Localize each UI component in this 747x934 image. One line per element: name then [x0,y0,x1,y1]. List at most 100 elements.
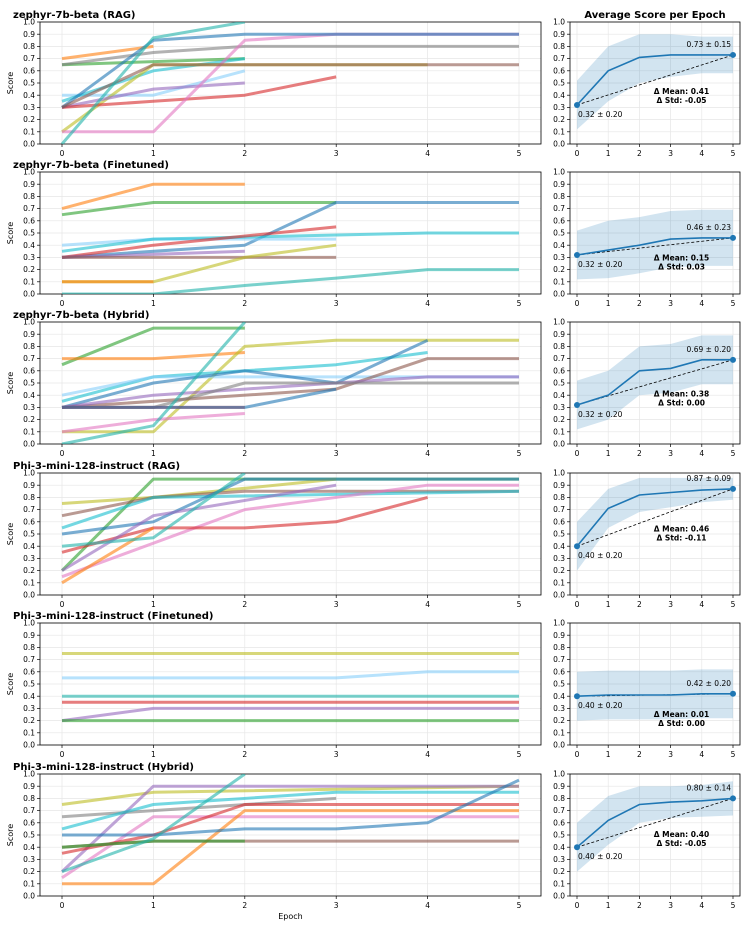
right-xtick-label: 0 [575,750,580,759]
end-value-label: 0.69 ± 0.20 [687,345,732,354]
left-xtick-label: 0 [60,901,65,910]
right-ytick-label: 0.2 [553,265,565,274]
left-xtick-label: 5 [517,449,522,458]
left-ytick-label: 0.0 [23,741,35,750]
right-ytick-label: 0.3 [553,103,565,112]
mean-line [576,237,733,256]
left-ytick-label: 0.8 [23,342,35,351]
right-xtick-label: 4 [699,149,704,158]
trend-line [576,488,734,547]
end-point [730,356,736,363]
right-panel-title: Average Score per Epoch [584,10,725,21]
left-ytick-label: 0.5 [23,79,35,88]
delta-std-label: Δ Std: -0.05 [657,839,707,848]
left-ytick-label: 0.9 [23,631,35,640]
left-ytick-label: 1.0 [23,168,35,177]
left-ytick-label: 0.0 [23,892,35,901]
right-xtick-label: 2 [637,299,642,308]
right-ytick-label: 0.9 [553,782,565,791]
left-xtick-label: 1 [151,600,156,609]
left-xtick-label: 4 [425,299,430,308]
left-ytick-label: 0.3 [23,855,35,864]
end-value-label: 0.46 ± 0.23 [687,223,732,232]
right-ytick-label: 1.0 [553,168,565,177]
left-ytick-label: 0.7 [23,54,35,63]
right-xtick-label: 5 [731,600,736,609]
right-ytick-label: 0.2 [553,867,565,876]
left-ytick-label: 0.5 [23,379,35,388]
series-lines [60,22,519,144]
end-value-label: 0.80 ± 0.14 [687,783,732,792]
series-line [61,477,519,536]
left-ytick-label: 0.2 [23,867,35,876]
left-axes-3: 0.0 0.1 0.2 0.3 0.4 0.5 0.6 0.7 0.8 0.9 1.0 0 1 2 3 4 5 P… [6,461,542,609]
series-line [61,201,519,259]
left-xtick-label: 5 [517,750,522,759]
right-xtick-label: 1 [606,449,611,458]
right-xtick-label: 2 [637,901,642,910]
right-xtick-label: 3 [668,299,673,308]
x-axis-label: Epoch [278,912,303,921]
left-ytick-label: 0.4 [23,391,35,400]
right-ytick-label: 1.0 [553,318,565,327]
series-line [61,375,519,409]
mean-line [576,359,733,406]
right-ytick-label: 0.8 [553,794,565,803]
right-xtick-label: 1 [606,750,611,759]
right-ytick-label: 0.3 [553,855,565,864]
trend-line [576,798,734,848]
right-ytick-label: 0.1 [553,578,565,587]
series-line [62,387,337,409]
right-ytick-label: 0.1 [553,728,565,737]
series-line [61,75,337,109]
series-line [61,357,519,409]
left-xtick-label: 0 [60,600,65,609]
delta-mean-label: Δ Mean: 0.46 [654,525,709,534]
right-ytick-label: 0.8 [553,192,565,201]
start-value-label: 0.32 ± 0.20 [578,260,623,269]
left-ytick-label: 0.9 [23,180,35,189]
left-ytick-label: 0.5 [23,229,35,238]
series-line [62,670,519,680]
right-ytick-label: 0.1 [553,879,565,888]
right-xtick-label: 5 [731,149,736,158]
start-value-label: 0.40 ± 0.20 [578,852,623,861]
delta-std-label: Δ Std: -0.05 [657,96,707,105]
right-ytick-label: 0.3 [553,253,565,262]
end-point [730,51,736,58]
left-xtick-label: 1 [151,750,156,759]
right-xtick-label: 3 [668,149,673,158]
panel-title: zephyr-7b-beta (RAG) [13,10,136,21]
right-ytick-label: 0.8 [553,42,565,51]
right-ytick-label: 0.5 [553,530,565,539]
left-ytick-label: 0.9 [23,481,35,490]
left-ytick-label: 0.1 [23,879,35,888]
left-xtick-label: 3 [334,299,339,308]
right-axes-2: 0.0 0.1 0.2 0.3 0.4 0.5 0.6 0.7 0.8 0.9 1.0 0 1 2 3 4 5 0… [553,318,741,458]
series-line [60,784,519,873]
series-line [61,338,429,409]
left-ytick-label: 0.3 [23,103,35,112]
left-xtick-label: 4 [425,901,430,910]
left-ytick-label: 0.6 [23,366,35,375]
left-ytick-label: 0.7 [23,655,35,664]
right-xtick-label: 0 [575,299,580,308]
series-line [61,322,246,444]
left-xtick-label: 2 [242,149,247,158]
left-axes-0: 0.0 0.1 0.2 0.3 0.4 0.5 0.6 0.7 0.8 0.9 1.0 0 1 2 3 4 5 z… [6,10,542,158]
right-ytick-label: 0.7 [553,204,565,213]
left-xtick-label: 2 [242,901,247,910]
end-point [730,690,736,697]
y-axis-label: Score [6,372,15,394]
right-ytick-label: 0.1 [553,277,565,286]
left-xtick-label: 1 [151,299,156,308]
trend-line [576,54,734,106]
right-xtick-label: 1 [606,600,611,609]
end-value-label: 0.73 ± 0.15 [687,40,732,49]
left-ytick-label: 0.1 [23,127,35,136]
left-xtick-label: 4 [425,600,430,609]
trend-line [576,237,734,256]
series-lines [61,322,519,444]
left-ytick-label: 0.3 [23,554,35,563]
right-xtick-label: 5 [731,901,736,910]
